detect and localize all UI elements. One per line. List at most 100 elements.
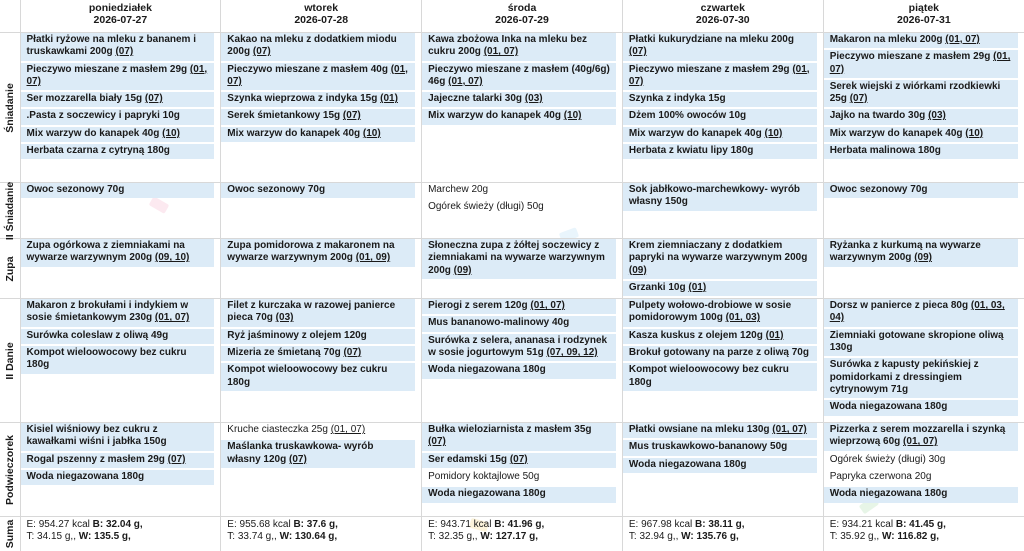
allergen-codes: (01, 07) <box>530 300 565 312</box>
menu-cell: Makaron z brokułami i indykiem w sosie ś… <box>19 298 221 423</box>
menu-item: Mix warzyw do kanapek 40g (10) <box>823 126 1018 143</box>
menu-item: Pieczywo mieszane z masłem (40g/6g) 46g … <box>422 62 616 91</box>
menu-item: Marchew 20g <box>422 183 616 198</box>
menu-item-text: Makaron z brokułami i indykiem w sosie ś… <box>26 300 189 324</box>
menu-item-text: Kruche ciasteczka 25g <box>227 424 328 436</box>
menu-item: Mix warzyw do kanapek 40g (10) <box>221 126 416 143</box>
menu-item-text: Mix warzyw do kanapek 40g <box>829 127 963 139</box>
menu-item-text: Grzanki 10g <box>628 281 686 293</box>
menu-item-text: Płatki kukurydziane na mleku 200g <box>628 34 794 45</box>
sum-row: Suma E: 954.27 kcal B: 32.04 g, T: 34.15 … <box>0 516 1024 551</box>
allergen-codes: (01, 07) <box>772 424 807 436</box>
menu-item-text: Herbata z kwiatu lipy 180g <box>628 145 754 157</box>
menu-item-text: Ogórek świeży (długi) 30g <box>829 453 946 465</box>
allergen-codes: (07) <box>167 453 186 465</box>
menu-cell: Pizzerka z serem mozzarella i szynką wie… <box>822 422 1024 517</box>
menu-item-text: Pieczywo mieszane z masłem 29g <box>829 51 991 63</box>
carb-value: W: 130.64 g, <box>279 531 338 543</box>
menu-item-text: Kasza kuskus z olejem 120g <box>628 329 763 341</box>
day-date: 2026-07-29 <box>495 14 549 26</box>
menu-item-text: Brokuł gotowany na parze z oliwą 70g <box>628 347 809 359</box>
menu-item-text: Słoneczna zupa z żółtej soczewicy z ziem… <box>428 240 605 276</box>
allergen-codes: (07, 09, 12) <box>546 347 598 359</box>
menu-item-text: Bułka wieloziarnista z masłem 35g <box>428 424 592 436</box>
menu-cell: Dorsz w panierce z pieca 80g (01, 03, 04… <box>822 298 1024 423</box>
carb-value: W: 127.17 g, <box>480 531 538 543</box>
energy-value: E: 954.27 kcal <box>26 519 90 531</box>
menu-cell: Owoc sezonowy 70g <box>822 182 1024 239</box>
menu-item: Kakao na mleku z dodatkiem miodu 200g (0… <box>221 33 416 61</box>
menu-item: Woda niegazowana 180g <box>422 363 616 379</box>
allergen-codes: (07) <box>115 46 134 58</box>
menu-item: .Pasta z soczewicy i papryki 10g <box>20 109 215 125</box>
menu-item-text: Dżem 100% owoców 10g <box>628 110 747 122</box>
day-header: środa 2026-07-29 <box>421 0 623 33</box>
menu-cell: Makaron na mleku 200g (01, 07) Pieczywo m… <box>822 32 1024 183</box>
menu-item: Płatki ryżowe na mleku z bananem i trusk… <box>20 33 215 61</box>
menu-item-text: Marchew 20g <box>428 184 489 195</box>
menu-item: Bułka wieloziarnista z masłem 35g (07) <box>422 423 616 451</box>
menu-item: Grzanki 10g (01) <box>622 280 817 297</box>
menu-item: Ogórek świeży (długi) 30g <box>824 453 1018 468</box>
menu-item: Pomidory koktajlowe 50g <box>422 470 616 485</box>
row-label-cell: Suma <box>0 516 20 551</box>
menu-item: Woda niegazowana 180g <box>422 487 616 503</box>
menu-item-text: Pulpety wołowo-drobiowe w sosie pomidoro… <box>628 300 792 324</box>
sum-cell: E: 943.71 kcal B: 41.96 g, T: 32.35 g,, W… <box>421 516 623 551</box>
day-header: piątek 2026-07-31 <box>822 0 1024 33</box>
menu-item: Mix warzyw do kanapek 40g (10) <box>422 109 616 125</box>
menu-item-text: Serek śmietankowy 15g <box>227 110 341 122</box>
menu-item-text: Ogórek świeży (długi) 50g <box>428 201 544 213</box>
menu-cell: Słoneczna zupa z żółtej soczewicy z ziem… <box>421 237 623 299</box>
menu-cell: Bułka wieloziarnista z masłem 35g (07) Se… <box>421 422 623 517</box>
menu-item-text: Serek wiejski z wiórkami rzodkiewki 25g <box>829 80 1001 105</box>
menu-item: Zupa ogórkowa z ziemniakami na wywarze w… <box>20 239 215 267</box>
allergen-codes: (01, 07) <box>945 34 980 45</box>
allergen-codes: (01, 07) <box>483 46 519 58</box>
menu-cell: Zupa ogórkowa z ziemniakami na wywarze w… <box>19 237 221 299</box>
menu-item: Zupa pomidorowa z makaronem na wywarze w… <box>221 239 416 267</box>
menu-item: Ryż jaśminowy z olejem 120g <box>221 328 416 345</box>
menu-item: Maślanka truskawkowa- wyrób własny 120g … <box>221 440 416 469</box>
menu-item-text: Surówka coleslaw z oliwą 49g <box>26 329 169 341</box>
menu-item: Ziemniaki gotowane skropione oliwą 130g <box>823 328 1018 357</box>
allergen-codes: (07) <box>628 46 647 58</box>
allergen-codes: (01, 07) <box>829 51 1011 75</box>
row-label-cell: Zupa <box>0 237 20 299</box>
menu-item-text: Mix warzyw do kanapek 40g <box>227 127 361 139</box>
day-name: poniedziałek <box>88 2 152 14</box>
allergen-codes: (07) <box>343 347 362 359</box>
allergen-codes: (01, 07) <box>154 312 190 324</box>
allergen-codes: (07) <box>509 453 528 465</box>
allergen-codes: (10) <box>362 127 381 139</box>
allergen-codes: (01, 07) <box>903 436 938 448</box>
fat-value: T: 32.35 g, <box>428 531 475 543</box>
row-label: Zupa <box>3 256 16 282</box>
menu-item: Woda niegazowana 180g <box>823 400 1018 416</box>
menu-cell: Kruche ciasteczka 25g (01, 07) Maślanka t… <box>220 422 422 517</box>
allergen-codes: (07) <box>428 436 446 448</box>
row-label-cell: Śniadanie <box>0 32 20 183</box>
menu-cell: Pulpety wołowo-drobiowe w sosie pomidoro… <box>621 298 824 423</box>
menu-item: Serek wiejski z wiórkami rzodkiewki 25g … <box>823 79 1018 108</box>
allergen-codes: (07) <box>252 46 271 58</box>
menu-item: Owoc sezonowy 70g <box>20 183 215 199</box>
carb-value: W: 116.82 g, <box>881 531 940 543</box>
menu-item: Kompot wieloowocowy bez cukru 180g <box>221 363 416 391</box>
menu-item: Ser mozzarella biały 15g (07) <box>20 92 215 108</box>
carb-value: W: 135.5 g, <box>78 531 131 543</box>
menu-item-text: Pieczywo mieszane z masłem 29g <box>26 63 188 75</box>
menu-item-text: Maślanka truskawkowa- wyrób własny 120g <box>227 441 374 465</box>
fat-value: T: 34.15 g, <box>26 531 74 543</box>
day-date: 2026-07-30 <box>695 14 750 26</box>
allergen-codes: (01, 03) <box>725 312 761 324</box>
menu-item-text: Pizzerka z serem mozzarella i szynką wie… <box>829 424 1006 448</box>
menu-item-text: Woda niegazowana 180g <box>829 401 948 413</box>
menu-item: Herbata z kwiatu lipy 180g <box>622 144 817 160</box>
day-name: czwartek <box>700 2 745 14</box>
menu-item: Makaron z brokułami i indykiem w sosie ś… <box>20 299 215 327</box>
menu-item-text: Surówka z selera, ananasa i rodzynek w s… <box>428 334 608 359</box>
menu-item-text: .Pasta z soczewicy i papryki 10g <box>26 110 180 122</box>
menu-item: Pierogi z serem 120g (01, 07) <box>422 299 616 315</box>
menu-cell: Płatki kukurydziane na mleku 200g (07) Pi… <box>621 32 824 183</box>
